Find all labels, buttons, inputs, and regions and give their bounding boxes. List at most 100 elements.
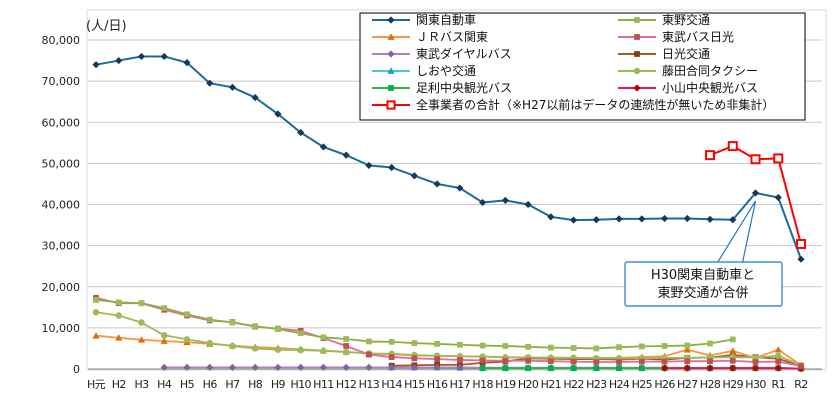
data-point (661, 358, 668, 365)
legend-marker (388, 85, 394, 91)
x-tick-label: H元 (87, 378, 106, 391)
x-tick-label: H15 (404, 378, 425, 391)
data-point (752, 354, 759, 361)
data-point (502, 357, 509, 364)
data-point (774, 346, 782, 353)
data-point (797, 255, 805, 263)
data-point (773, 153, 784, 164)
y-tick-label: 80,000 (42, 34, 81, 47)
data-point (297, 363, 305, 371)
data-point (683, 346, 691, 353)
data-point (774, 364, 782, 372)
x-tick-label: H13 (359, 378, 380, 391)
data-point (727, 141, 738, 152)
legend-label: 日光交通 (662, 46, 710, 61)
data-point (93, 297, 99, 303)
data-point (502, 365, 509, 372)
data-point (138, 300, 145, 307)
data-point (751, 364, 760, 372)
data-point (456, 357, 463, 363)
data-point (115, 299, 122, 306)
data-point (228, 363, 237, 371)
data-point (501, 196, 509, 204)
x-tick-label: H20 (518, 378, 539, 391)
callout-text: 東野交通が合併 (657, 285, 748, 301)
data-point (570, 365, 577, 372)
legend-label: 東武ダイヤルバス (416, 46, 512, 61)
data-point (388, 163, 396, 172)
y-tick-label: 30,000 (42, 240, 81, 253)
x-tick-label: H4 (157, 378, 172, 391)
legend-marker (387, 67, 395, 74)
data-point (706, 364, 714, 372)
data-point (660, 364, 669, 372)
data-point (525, 357, 531, 364)
data-point (775, 358, 782, 365)
data-point (683, 214, 691, 223)
data-point (479, 342, 486, 349)
data-point (502, 343, 509, 349)
series-0 (92, 52, 805, 263)
data-point (343, 343, 350, 349)
y-tick-label: 10,000 (42, 322, 81, 335)
x-tick-label: H21 (541, 378, 561, 391)
x-tick-label: H27 (677, 378, 698, 391)
data-point (206, 316, 213, 323)
data-point (525, 343, 531, 350)
x-tick-label: R2 (794, 378, 807, 391)
data-point (366, 351, 372, 358)
x-tick-label: H23 (586, 378, 607, 391)
data-point (729, 357, 736, 364)
data-point (411, 355, 418, 362)
data-point (410, 172, 418, 180)
data-point (593, 365, 600, 372)
data-point (547, 358, 554, 365)
data-point (274, 110, 282, 118)
data-point (388, 363, 396, 371)
data-point (616, 344, 622, 351)
data-point (456, 184, 464, 192)
x-tick-label: H7 (225, 378, 240, 391)
data-point (798, 363, 804, 370)
data-point (683, 364, 691, 372)
legend-marker (633, 84, 641, 92)
data-point (206, 339, 213, 347)
data-point (251, 345, 259, 352)
data-point (638, 358, 645, 365)
x-axis-ticks: H元 H2 H3 H4 H5 H6 H7 H8 H9 H10 H11 H12 H13 H14 H15 H16 H… (87, 378, 808, 391)
data-point (593, 345, 600, 352)
data-point (297, 346, 304, 354)
data-point (410, 363, 418, 371)
data-point (479, 365, 486, 372)
callout-seam (712, 263, 744, 266)
data-point (206, 79, 214, 87)
y-tick-label: 50,000 (42, 157, 81, 170)
data-point (615, 215, 623, 223)
plot-frame (86, 9, 827, 371)
x-tick-label: H17 (450, 378, 471, 391)
data-point (229, 342, 236, 350)
data-point (229, 319, 236, 326)
data-point (274, 363, 282, 371)
legend-label: 全事業者の合計（※H27以前はデータの連続性が無いため非集計） (416, 97, 774, 112)
legend-label: ＪＲバス関東 (416, 30, 488, 44)
x-tick-label: H6 (203, 378, 218, 391)
data-point (366, 338, 372, 345)
data-point (638, 343, 645, 350)
data-point (638, 215, 646, 223)
data-point (365, 161, 373, 170)
data-point (183, 363, 191, 371)
series-layer (92, 52, 806, 373)
data-point (115, 334, 123, 341)
legend-marker (386, 100, 396, 110)
data-point (707, 358, 713, 365)
data-point (524, 200, 532, 209)
data-point (92, 61, 100, 69)
data-point (161, 305, 168, 312)
data-point (206, 363, 214, 371)
callout-box (624, 261, 783, 307)
data-point (160, 52, 168, 61)
data-point (297, 128, 305, 137)
